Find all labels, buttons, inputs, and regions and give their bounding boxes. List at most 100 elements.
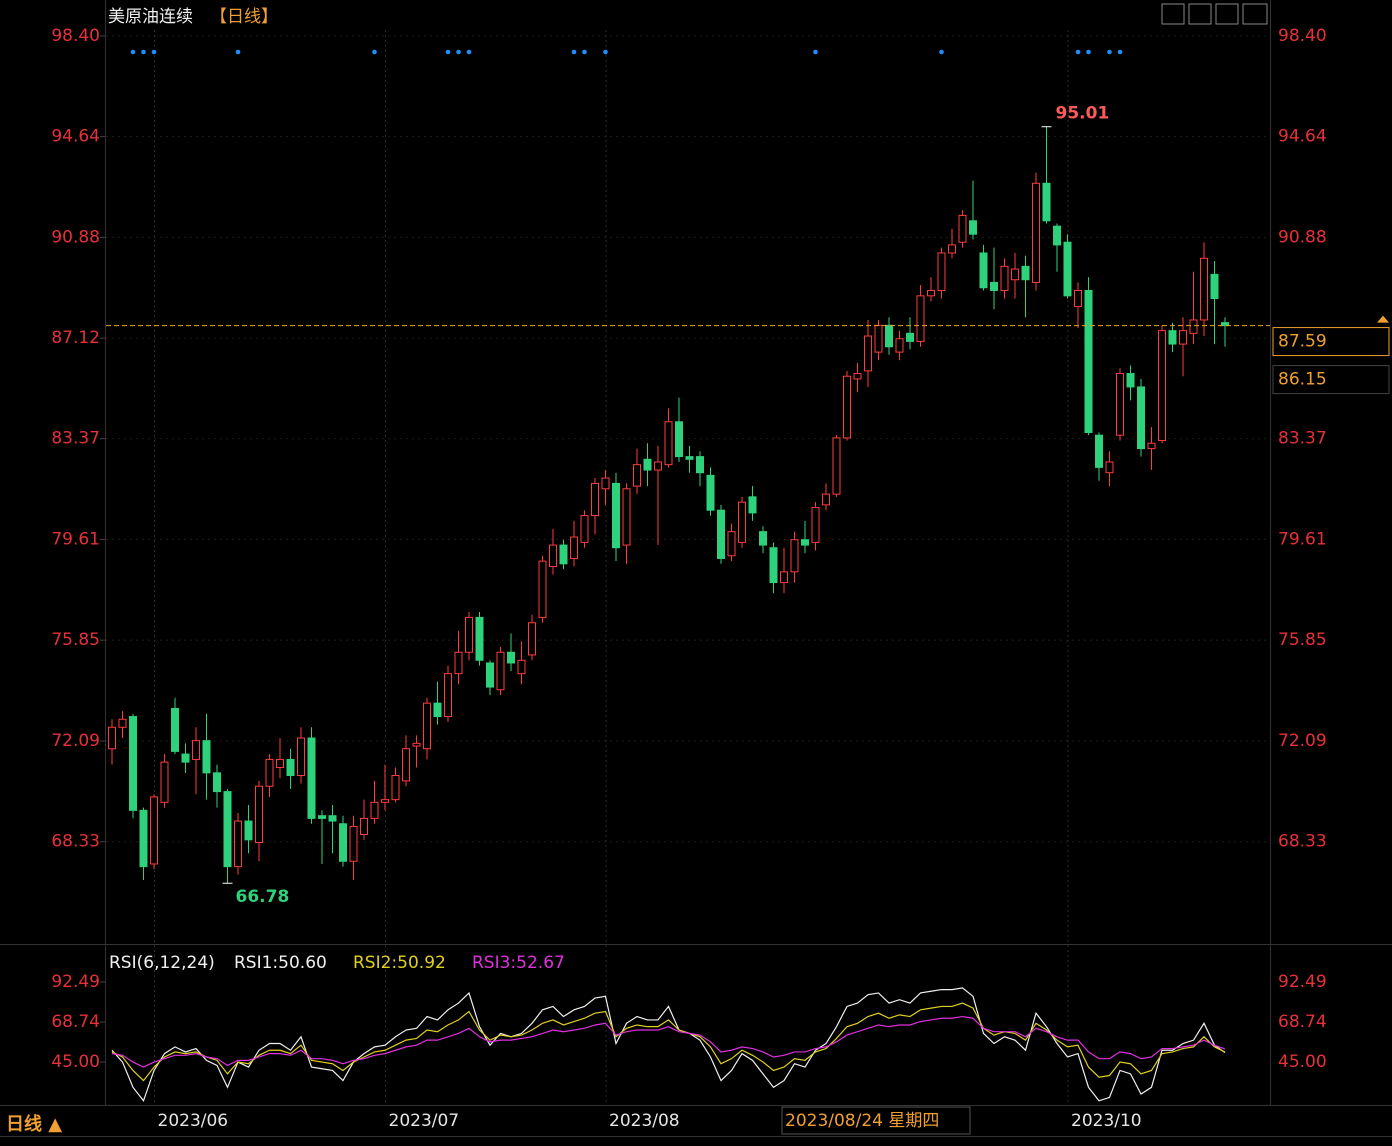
candle-body [244,820,253,841]
candle-body [402,748,410,782]
candle-body [1021,265,1030,281]
last-price-box [1272,327,1390,357]
y-tick-label-right: 83.37 [1278,429,1327,449]
candle-body [129,716,137,811]
y-tick-label: 68.74 [51,1012,100,1032]
y-tick-label: 94.64 [51,127,100,147]
signal-dot [235,49,241,55]
candle-body [790,539,799,573]
candle-body [643,458,652,471]
candle-body [255,785,263,844]
candle-body [1063,241,1072,297]
indicator-title: RSI(6,12,24) [109,953,215,973]
rsi-line [111,987,1226,1103]
candle-body [339,823,347,862]
candle-body [654,461,662,471]
candle-body [664,421,673,466]
x-tick-label: 2023/08 [609,1111,680,1131]
candle-body [370,801,379,819]
candle-body [780,571,788,584]
max-label: 95.01 [1056,104,1110,124]
candle-body [549,544,557,567]
candle-body [612,482,620,549]
cursor-price-box [1272,365,1390,395]
signal-dot [130,49,136,55]
signal-dot [939,49,944,55]
x-tick-label: 2023/07 [389,1111,460,1131]
y-tick-label-right: 79.61 [1278,529,1327,549]
candle-body [822,493,830,506]
candle-body [706,474,715,511]
y-tick-label-right: 68.74 [1278,1012,1327,1032]
y-tick-label: 83.37 [51,429,100,449]
candle-body [1179,330,1187,345]
candle-body [118,718,127,728]
cursor-price-label: 86.15 [1278,370,1327,390]
candle-body [1053,225,1061,246]
candle-body [528,622,536,656]
candle-body [475,616,484,661]
signal-dot [603,49,608,55]
candle-body [150,796,158,865]
candle-body [160,761,169,803]
y-tick-label-right: 92.49 [1278,972,1327,992]
y-tick-label-right: 94.64 [1278,127,1327,147]
last-price-label: 87.59 [1278,332,1327,352]
y-tick-label-right: 98.40 [1278,26,1327,46]
candle-body [832,437,841,495]
y-tick-label: 45.00 [51,1052,100,1072]
x-tick-label: 2023/06 [158,1111,229,1131]
candle-body [507,651,515,664]
candle-body [454,651,463,675]
period-button[interactable]: 日线 ▲ [6,1113,62,1135]
candle-body [1137,386,1145,450]
last-price-arrow [1377,315,1389,323]
candle-body [759,531,767,546]
candle-body [192,740,200,760]
candle-body [1042,182,1051,222]
icon[interactable] [1242,3,1268,25]
candle-body [801,539,809,546]
candle-body [1189,319,1198,334]
y-tick-label: 87.12 [51,328,100,348]
legend-entry: RSI1:50.60 [234,953,327,973]
y-tick-label-right: 72.09 [1278,731,1327,751]
candle-body [486,662,494,688]
candle-body [202,740,211,774]
y-tick-label-right: 68.33 [1278,832,1327,852]
signal-dot [372,49,377,55]
candle-body [727,531,736,557]
candle-body [622,488,631,546]
candle-body [769,547,778,584]
candle-body [1116,373,1124,436]
signal-dot [1107,49,1112,55]
candle-body [885,324,893,348]
candle-body [234,820,242,868]
icon[interactable] [1161,3,1185,25]
candle-body [1074,289,1082,308]
icon[interactable] [1188,3,1212,25]
candle-body [108,726,116,750]
signal-dot [813,49,818,55]
y-tick-label: 79.61 [51,529,100,549]
crosshair-box [781,1106,971,1135]
candle-body [265,758,274,787]
y-tick-label: 98.40 [51,26,100,46]
crosshair-label: 2023/08/24 星期四 [785,1111,939,1131]
candle-body [748,496,757,514]
candle-body [1126,373,1135,388]
signal-dot [1117,49,1123,55]
candle-body [1221,322,1229,327]
candle-body [328,815,337,822]
legend-entry: RSI3:52.67 [472,953,565,973]
candle-body [811,507,820,543]
candle-body [738,501,746,543]
candle-body [1210,273,1219,300]
candle-body [517,659,526,675]
icon[interactable] [1215,3,1239,25]
candle-body [349,825,358,862]
candle-body [496,651,505,691]
candle-body [171,708,179,752]
candle-body [1147,442,1156,450]
